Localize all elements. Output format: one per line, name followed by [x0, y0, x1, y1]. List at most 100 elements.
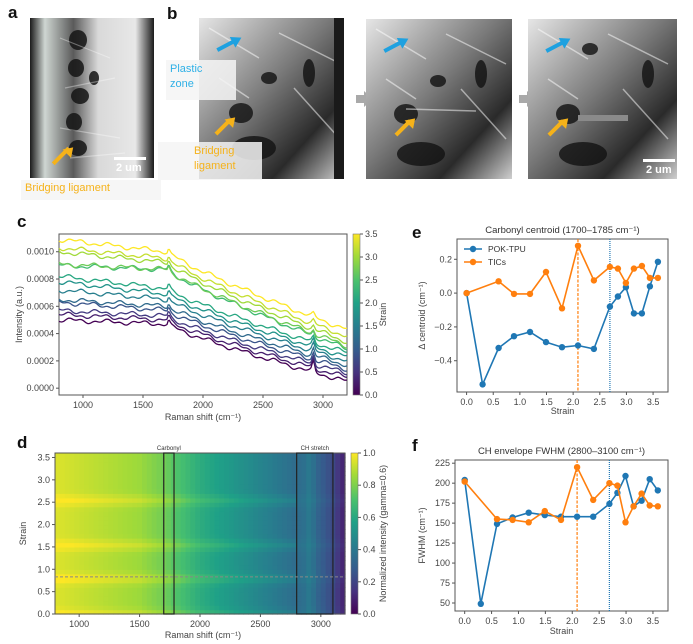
chart-d-heatmap-cell: [166, 529, 172, 535]
chart-d-heatmap-cell: [166, 493, 172, 499]
chart-d-heatmap-cell: [287, 515, 293, 521]
chart-d-heatmap-cell: [190, 466, 196, 472]
chart-d-heatmap-cell: [195, 533, 201, 539]
chart-d-heatmap-cell: [74, 511, 80, 517]
chart-d-heatmap-cell: [175, 546, 182, 552]
scale-bar-label-a: 2 um: [116, 162, 142, 174]
chart-d-heatmap-cell: [330, 520, 336, 526]
chart-e-point-pok-tpu: [479, 381, 486, 388]
chart-d-heatmap-cell: [209, 479, 216, 485]
chart-d-heatmap-cell: [156, 569, 162, 575]
chart-d-heatmap-cell: [325, 524, 332, 530]
chart-d-heatmap-cell: [166, 596, 172, 602]
chart-d-heatmap-cell: [330, 587, 336, 593]
chart-d-heatmap-cell: [142, 529, 148, 535]
chart-d-heatmap-cell: [113, 596, 119, 602]
chart-d-heatmap-cell: [277, 555, 283, 561]
chart-f-point-pok-tpu: [646, 476, 653, 483]
chart-d-heatmap-cell: [195, 555, 201, 561]
chart-e-point-tics: [606, 263, 614, 271]
chart-d-heatmap-cell: [117, 560, 124, 566]
chart-d-heatmap-cell: [248, 578, 254, 584]
chart-d-heatmap-cell: [103, 569, 109, 575]
chart-d-heatmap-cell: [233, 582, 240, 588]
chart-f-point-pok-tpu: [638, 497, 645, 504]
chart-d-heatmap-cell: [64, 600, 71, 606]
chart-c-colorbar-tick-label: 2.5: [365, 275, 378, 285]
chart-d-heatmap-cell: [84, 596, 90, 602]
chart-d-heatmap-cell: [69, 511, 75, 517]
chart-e-point-tics: [622, 279, 630, 287]
chart-d-heatmap-cell: [291, 502, 298, 508]
chart-d-heatmap-cell: [306, 466, 312, 472]
chart-d-heatmap-cell: [171, 546, 177, 552]
chart-d-heatmap-cell: [301, 488, 307, 494]
chart-d-heatmap-cell: [330, 596, 336, 602]
chart-d-heatmap-cell: [229, 605, 235, 611]
chart-d-heatmap-cell: [248, 587, 254, 593]
chart-d-heatmap-cell: [93, 582, 100, 588]
chart-d-heatmap-cell: [200, 551, 206, 557]
chart-d-ytick-label: 2.0: [37, 520, 50, 530]
chart-d-heatmap-cell: [103, 475, 109, 481]
chart-d-heatmap-cell: [190, 506, 196, 512]
chart-d-heatmap-cell: [175, 560, 182, 566]
chart-d-heatmap-cell: [185, 497, 191, 503]
chart-d-heatmap-cell: [214, 511, 220, 517]
chart-d-heatmap-cell: [161, 573, 167, 579]
chart-d-heatmap-cell: [171, 475, 177, 481]
chart-d-heatmap-cell: [224, 573, 230, 579]
chart-d-heatmap-cell: [180, 520, 187, 526]
chart-d-heatmap-cell: [108, 560, 114, 566]
chart-d-heatmap-cell: [117, 551, 124, 557]
chart-d-heatmap-cell: [146, 506, 153, 512]
chart-d-heatmap-cell: [166, 555, 172, 561]
chart-d-heatmap-cell: [64, 533, 71, 539]
chart-d-heatmap-cell: [132, 524, 138, 530]
chart-d-heatmap-cell: [311, 551, 317, 557]
chart-d-heatmap-cell: [243, 569, 249, 575]
chart-d-heatmap-cell: [171, 457, 177, 463]
chart-d-heatmap-cell: [161, 511, 167, 517]
chart-d-heatmap-cell: [59, 596, 66, 602]
chart-d-heatmap-cell: [253, 555, 259, 561]
chart-d-heatmap-cell: [127, 479, 133, 485]
chart-d-heatmap-cell: [233, 569, 240, 575]
chart-d-heatmap-cell: [137, 529, 143, 535]
chart-d-heatmap-cell: [253, 488, 259, 494]
chart-d-heatmap-cell: [306, 600, 312, 606]
chart-d-heatmap-cell: [142, 560, 148, 566]
chart-d-heatmap-cell: [277, 502, 283, 508]
chart-d-heatmap-cell: [127, 605, 133, 611]
chart-d-heatmap-cell: [122, 470, 129, 476]
chart-d-heatmap-cell: [69, 605, 75, 611]
bridging-line2: ligament: [194, 160, 236, 172]
chart-d-ytick-label: 3.0: [37, 475, 50, 485]
chart-d-heatmap-cell: [142, 564, 148, 570]
chart-d-heatmap-cell: [291, 546, 298, 552]
chart-f-point-tics: [606, 480, 613, 487]
chart-d-heatmap-cell: [253, 511, 259, 517]
chart-c-spectrum-line: [58, 280, 348, 357]
chart-d-heatmap-cell: [219, 569, 225, 575]
chart-d-heatmap-cell: [282, 529, 288, 535]
chart-d-heatmap-cell: [74, 453, 80, 459]
chart-d-heatmap-cell: [103, 466, 109, 472]
chart-d-heatmap-cell: [335, 524, 341, 530]
chart-d-heatmap-cell: [74, 488, 80, 494]
chart-d-heatmap-cell: [277, 520, 283, 526]
chart-d-heatmap-cell: [195, 573, 201, 579]
chart-d-heatmap-cell: [190, 453, 196, 459]
chart-d-heatmap-cell: [243, 591, 249, 597]
chart-c-spectrum-line: [58, 311, 348, 378]
chart-d-heatmap-cell: [69, 582, 75, 588]
chart-d-heatmap-cell: [69, 591, 75, 597]
chart-e-point-pok-tpu: [510, 333, 518, 340]
chart-d-heatmap-cell: [287, 560, 293, 566]
chart-d-heatmap-cell: [330, 600, 336, 606]
chart-d-heatmap-cell: [195, 461, 201, 467]
chart-d-heatmap-cell: [185, 457, 191, 463]
chart-d-heatmap-cell: [316, 609, 322, 615]
chart-d-heatmap-cell: [258, 457, 264, 463]
chart-d-heatmap-cell: [142, 475, 148, 481]
